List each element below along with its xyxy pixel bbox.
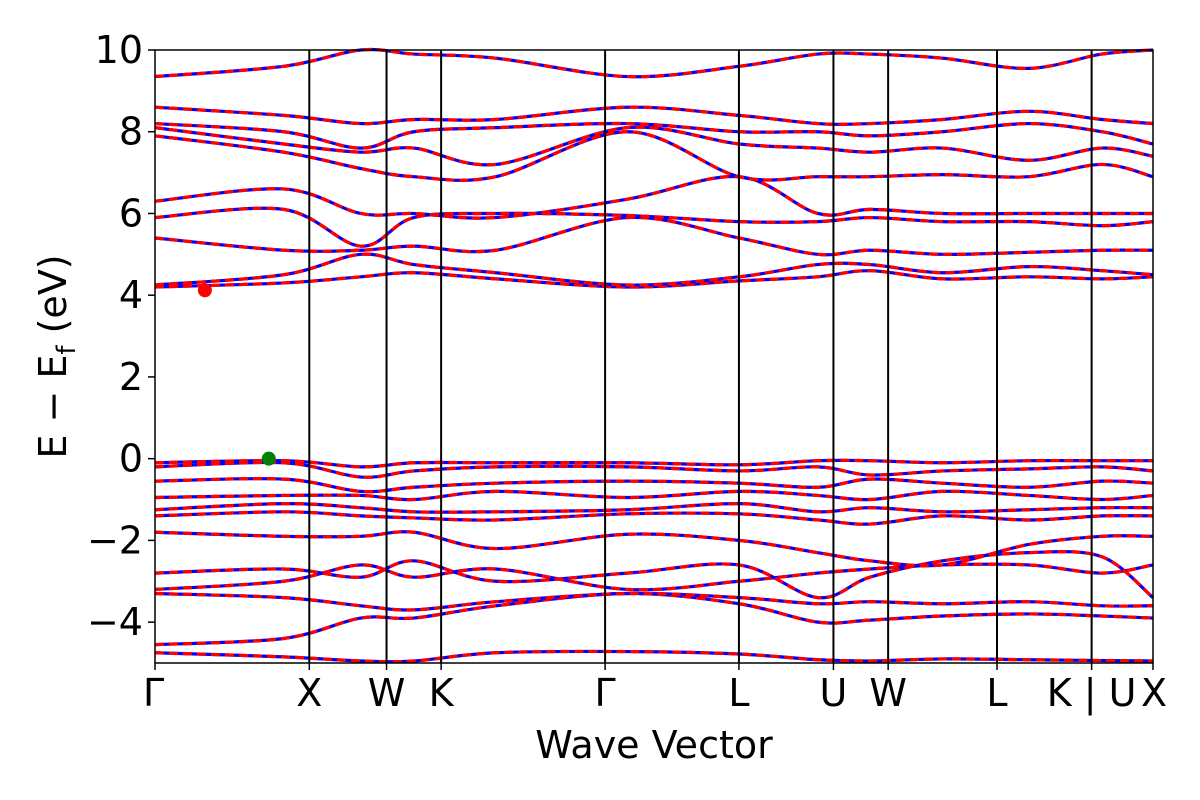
band-valence-12-primary (154, 458, 1153, 469)
band-valence-6-secondary (154, 530, 1154, 568)
y-tick-label: −2 (87, 518, 143, 562)
band-valence-1-secondary (154, 649, 1154, 664)
y-axis-label-subscript: f (52, 345, 82, 355)
band-valence-4-primary (154, 562, 1154, 592)
band-valence-2-primary (154, 591, 1154, 647)
band-conduction-3-primary (154, 215, 1154, 257)
high-symmetry-lines (308, 50, 1093, 663)
band-conduction-4-secondary (154, 206, 1154, 248)
band-valence-7-primary (154, 510, 1154, 526)
y-tick-label: 4 (119, 273, 143, 317)
band-valence-5-primary (154, 550, 1155, 600)
x-tick-label: X (1141, 671, 1167, 715)
band-conduction-1-primary (154, 269, 1154, 289)
band-conduction-9-secondary (154, 105, 1154, 126)
x-tick-label: Γ (143, 671, 164, 715)
x-axis-label: Wave Vector (535, 723, 773, 767)
y-tick-label: 10 (95, 28, 143, 72)
band-conduction-8-primary (154, 121, 1154, 150)
band-conduction-6-primary (154, 130, 1154, 182)
bands-layer (154, 47, 1155, 664)
y-axis-ticks: −4 −2 0 2 4 6 8 10 (87, 28, 155, 644)
band-conduction-9-primary (154, 105, 1154, 126)
band-valence-6-primary (154, 530, 1154, 568)
vbm-marker (261, 451, 276, 466)
band-valence-3-primary (154, 591, 1154, 612)
y-tick-label: 6 (119, 191, 143, 235)
y-tick-label: 8 (119, 110, 143, 154)
band-conduction-5-secondary (154, 174, 1153, 220)
band-conduction-7-primary (154, 125, 1154, 167)
band-valence-3-secondary (154, 591, 1154, 612)
band-valence-11-primary (154, 460, 1154, 479)
x-tick-label: Γ (595, 671, 616, 715)
y-tick-label: 2 (119, 355, 143, 399)
band-valence-10-primary (154, 477, 1154, 494)
y-tick-label: −4 (87, 600, 143, 644)
band-valence-4-secondary (154, 562, 1154, 592)
cbm-marker (197, 283, 212, 298)
band-conduction-5-primary (154, 174, 1153, 220)
band-conduction-2-primary (154, 252, 1154, 287)
x-tick-label: X (296, 671, 322, 715)
x-tick-label: K (429, 671, 455, 715)
x-tick-label: W (869, 671, 907, 715)
y-axis-label-unit: (eV) (31, 254, 75, 345)
band-conduction-6-secondary (154, 130, 1154, 182)
x-tick-label: K | U (1047, 671, 1137, 716)
plot-frame (154, 49, 1154, 664)
y-tick-label: 0 (119, 437, 143, 481)
band-conduction-10-primary (154, 47, 1154, 79)
x-tick-label: L (986, 671, 1007, 715)
x-tick-label: W (368, 671, 406, 715)
y-axis-label: E − Ef (eV) (31, 254, 82, 458)
x-tick-label: U (820, 671, 848, 715)
band-valence-9-secondary (154, 489, 1154, 502)
band-valence-7-secondary (154, 510, 1154, 526)
x-tick-label: L (728, 671, 749, 715)
band-valence-1-primary (154, 649, 1154, 664)
band-valence-10-secondary (154, 477, 1154, 494)
band-valence-9-primary (154, 489, 1154, 502)
y-axis-label-main: E − E (31, 355, 75, 459)
band-conduction-10-secondary (154, 47, 1154, 79)
band-edge-markers (197, 283, 276, 466)
band-valence-8-primary (154, 502, 1154, 514)
